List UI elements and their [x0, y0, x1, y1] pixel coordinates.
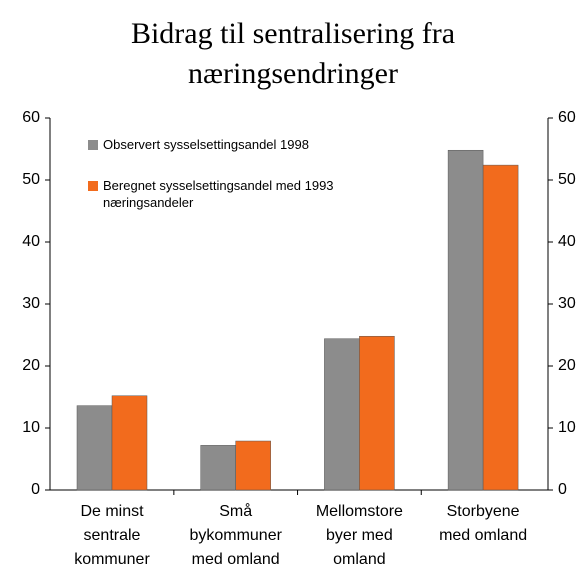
y2-tick-label: 40 [558, 233, 576, 250]
y2-tick-label: 30 [558, 295, 576, 312]
bar [324, 338, 360, 491]
y-tick-label: 60 [22, 109, 40, 126]
x-tick-label: Små bykommuner med omland [189, 503, 282, 568]
bar [482, 164, 519, 491]
bar [76, 405, 113, 491]
bar [359, 335, 395, 491]
bar [235, 440, 271, 491]
y-tick-label: 0 [31, 481, 40, 498]
bar [111, 395, 148, 491]
chart-title: Bidrag til sentralisering fra næringsend… [130, 17, 456, 90]
y-tick-label: 30 [22, 295, 40, 312]
y-tick-label: 20 [22, 357, 40, 374]
y-tick-label: 50 [22, 171, 40, 188]
bar [447, 149, 484, 491]
y2-tick-label: 0 [558, 481, 567, 498]
y2-tick-label: 10 [558, 419, 576, 436]
y-tick-label: 10 [22, 419, 40, 436]
y-tick-label: 40 [22, 233, 40, 250]
x-tick-label: Storbyene med omland [439, 503, 528, 544]
x-tick-label: De minst sentrale kommuner [74, 503, 150, 568]
y2-tick-label: 20 [558, 357, 576, 374]
bar [200, 445, 236, 491]
legend-swatch [88, 140, 98, 150]
y2-tick-label: 50 [558, 171, 576, 188]
legend-label: Beregnet sysselsettingsandel med 1993 næ… [103, 178, 334, 210]
legend-label: Observert sysselsettingsandel 1998 [103, 137, 309, 152]
x-tick-label: Mellomstore byer med omland [315, 503, 403, 568]
y2-tick-label: 60 [558, 109, 576, 126]
legend-swatch [88, 181, 98, 191]
